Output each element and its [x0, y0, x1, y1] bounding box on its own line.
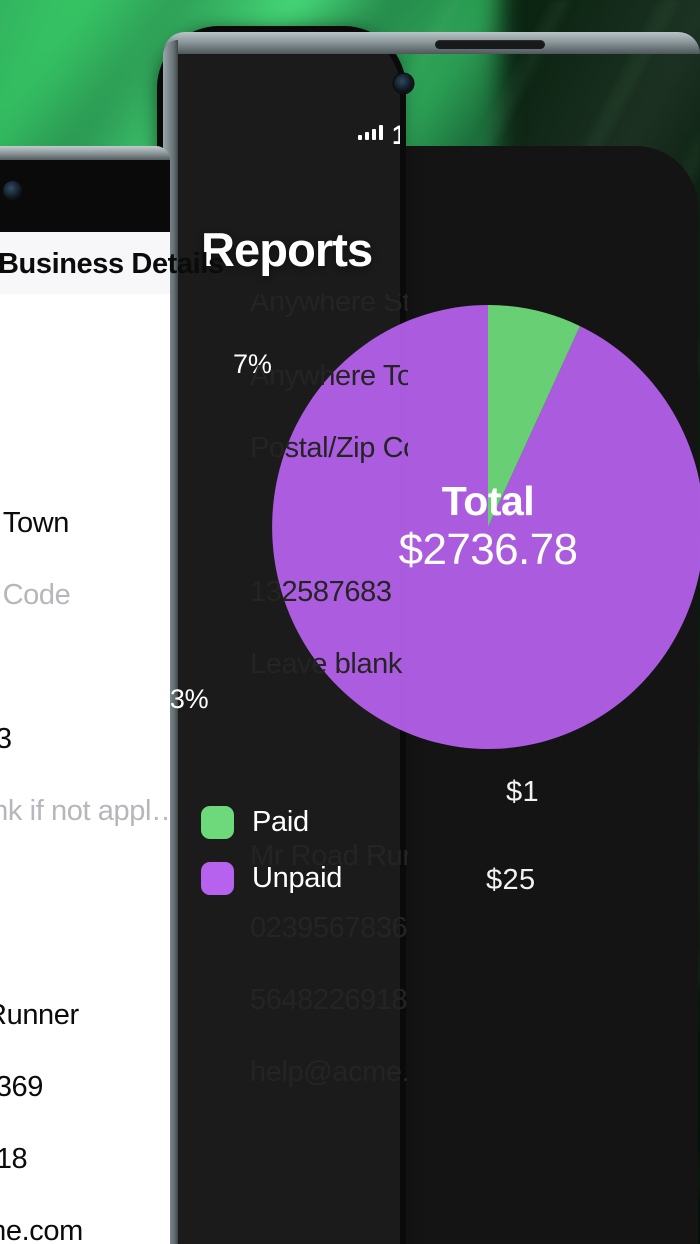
ghost-amount-1: $1: [506, 776, 540, 808]
legend-item-paid[interactable]: Paid: [201, 794, 342, 850]
legend-label-unpaid: Unpaid: [252, 861, 343, 894]
front-camera-icon: [394, 74, 413, 93]
contact-person-value: Mr Road Runner: [0, 999, 79, 1031]
pie-slice-label-paid: 7%: [233, 349, 272, 379]
business-details-title: Business Details: [0, 248, 224, 280]
postal-code-input[interactable]: Postal/Zip Code: [0, 579, 71, 611]
left-front-camera-icon: [3, 181, 22, 200]
legend-swatch-unpaid: [201, 861, 234, 895]
left-phone-notch-bar: [0, 160, 170, 232]
front-phone-top-bezel: [163, 32, 700, 54]
earpiece-speaker: [435, 40, 545, 49]
legend-item-unpaid[interactable]: Unpaid: [201, 850, 342, 906]
legend-swatch-paid: [201, 805, 234, 839]
ghost-amount-2: $25: [486, 864, 536, 896]
reports-pie-chart[interactable]: [272, 305, 700, 749]
page-title: Reports: [201, 223, 373, 276]
tax-number-value: 132587683: [0, 723, 12, 755]
left-phone-screen: Anywhere Street Anywhere Town de Postal/…: [0, 146, 170, 1244]
left-phone-top-bezel: [0, 146, 170, 160]
front-cellular-signal-icon: [357, 124, 383, 140]
optional-input[interactable]: Leave blank if not appl…: [0, 795, 170, 827]
pie-slices: [272, 305, 700, 749]
town-value: Anywhere Town: [0, 507, 69, 539]
legend-label-paid: Paid: [252, 805, 309, 838]
left-phone-nav-bar: Business Details: [0, 232, 224, 294]
email-value: help@acme.com: [0, 1215, 83, 1244]
status-bar-clock: 17:10: [392, 120, 400, 150]
mobile-value: 5648226918: [0, 1143, 28, 1175]
phone-value: 02395678369: [0, 1071, 44, 1103]
chart-legend: Paid Unpaid: [201, 794, 342, 906]
